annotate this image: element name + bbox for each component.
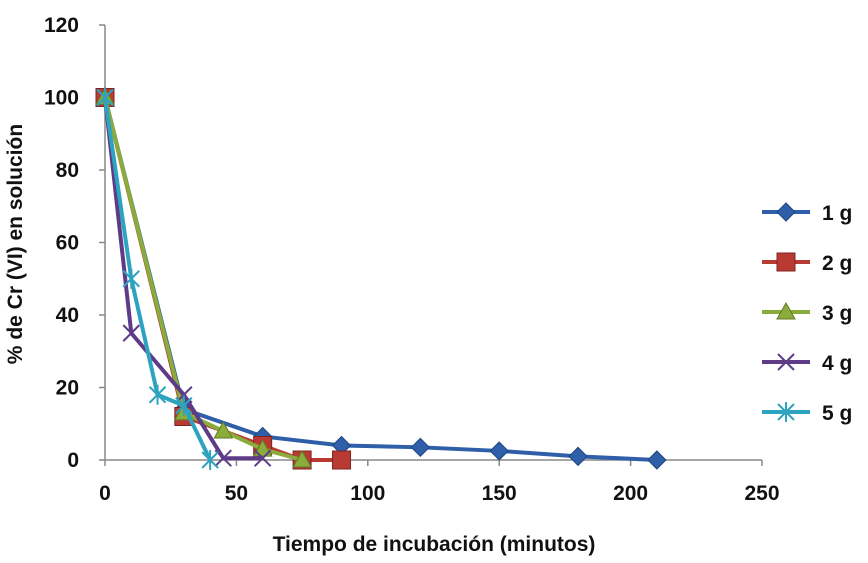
series-5 [96,87,219,470]
data-point [253,449,272,467]
data-point [148,384,167,405]
data-point [213,420,234,439]
x-axis-ticks: 0 50 100 150 200 250 [99,460,780,505]
axes [104,25,762,461]
y-tick-label: 0 [67,449,79,472]
data-point [292,449,312,468]
x-tick-label: 50 [225,482,248,505]
data-point [122,268,140,289]
data-point [489,441,509,461]
series-layer [95,87,667,470]
x-tick-label: 150 [482,482,517,505]
legend-label: 2 g [822,252,852,275]
y-axis-title: % de Cr (VI) en solución [4,124,27,364]
legend-marker [776,252,796,272]
x-tick-label: 200 [613,482,648,505]
legend-label: 5 g [822,402,852,425]
legend-label: 1 g [822,202,852,225]
series-line [103,97,303,462]
legend-label: 3 g [822,302,852,325]
x-tick-label: 0 [99,482,111,505]
y-tick-label: 40 [56,304,79,327]
y-tick-label: 80 [56,159,79,182]
y-tick-label: 20 [56,377,79,400]
x-axis-title: Tiempo de incubación (minutos) [273,533,596,556]
x-tick-label: 250 [744,482,779,505]
y-tick-label: 120 [44,14,79,37]
series-line [103,97,342,462]
data-point [410,437,431,458]
y-axis-ticks: 0 20 40 60 80 100 120 [44,14,105,472]
legend-marker [777,353,795,371]
data-point [122,324,140,342]
data-point [96,87,114,108]
legend-marker [776,301,796,320]
x-tick-label: 100 [350,482,385,505]
data-point [568,446,588,467]
y-tick-label: 100 [44,87,79,110]
legend-item: 1 g [762,202,852,225]
legend-marker [776,202,796,222]
legend-label: 4 g [822,352,852,375]
legend-item: 4 g [762,352,852,375]
data-point [175,395,193,416]
y-tick-label: 60 [56,232,79,255]
data-point [647,450,667,470]
series-2 [95,88,352,470]
legend-item: 3 g [762,301,852,325]
series-3 [95,87,312,468]
legend: 1 g 2 g 3 g 4 g 5 g [762,202,852,425]
data-point [332,450,352,470]
data-point [201,450,219,470]
data-point [252,439,273,457]
legend-marker [777,402,795,422]
legend-item: 5 g [762,402,852,425]
legend-item: 2 g [762,252,852,275]
